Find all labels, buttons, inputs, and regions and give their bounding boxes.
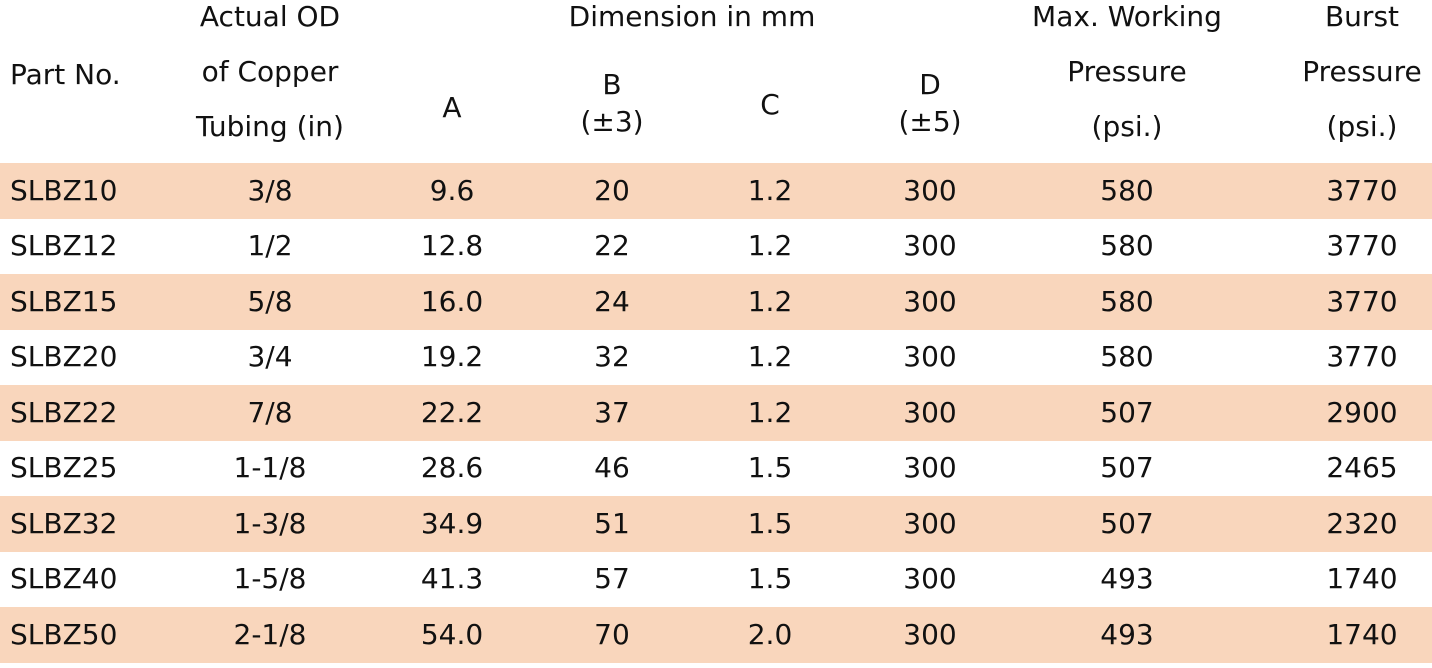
table-row — [0, 440, 1432, 496]
table-cell: 1.2 — [747, 284, 793, 318]
header-cell: D — [919, 68, 941, 101]
table-cell: 19.2 — [420, 340, 484, 374]
table-cell: 46 — [594, 451, 630, 485]
table-cell: 28.6 — [420, 451, 484, 485]
table-cell: 7/8 — [247, 395, 293, 429]
table-cell: 51 — [594, 506, 630, 540]
table-cell: 300 — [903, 229, 957, 263]
table-cell: SLBZ25 — [10, 451, 118, 485]
table-cell: 37 — [594, 395, 630, 429]
table-cell: 580 — [1100, 340, 1154, 374]
header-cell: Tubing (in) — [196, 110, 344, 143]
table-cell: 1.5 — [747, 451, 793, 485]
table-row — [0, 385, 1432, 441]
table-cell: 24 — [594, 284, 630, 318]
header-cell: Burst — [1324, 0, 1400, 33]
table-cell: 300 — [903, 340, 957, 374]
table-cell: 580 — [1100, 173, 1154, 207]
header-cell: Pressure — [1302, 55, 1422, 88]
table-cell: 1/2 — [247, 229, 293, 263]
table-row — [0, 163, 1432, 219]
header-cell: Max. Working — [1032, 0, 1222, 33]
table-cell: 2900 — [1326, 395, 1398, 429]
header-cell: Dimension in mm — [568, 0, 816, 33]
table-cell: 2.0 — [747, 617, 793, 651]
header-cell: Actual OD — [199, 0, 341, 33]
header-cell: (psi.) — [1091, 110, 1163, 143]
table-row — [0, 329, 1432, 385]
table-cell: 34.9 — [420, 506, 484, 540]
table-cell: 3770 — [1326, 340, 1398, 374]
table-cell: 3770 — [1326, 284, 1398, 318]
table-cell: SLBZ40 — [10, 562, 118, 596]
table-cell: 493 — [1100, 562, 1154, 596]
table-cell: 22.2 — [420, 395, 484, 429]
table-cell: 22 — [594, 229, 630, 263]
header-cell: B — [602, 68, 622, 101]
header-cell: (±5) — [898, 105, 962, 138]
table-cell: 580 — [1100, 229, 1154, 263]
table-cell: 493 — [1100, 617, 1154, 651]
table-cell: 300 — [903, 617, 957, 651]
table-cell: 3/4 — [247, 340, 293, 374]
table-cell: 1-5/8 — [233, 562, 307, 596]
table-cell: 57 — [594, 562, 630, 596]
header-cell: C — [760, 88, 780, 121]
table-row — [0, 218, 1432, 274]
table-cell: SLBZ12 — [10, 229, 118, 263]
table-cell: 1-1/8 — [233, 451, 307, 485]
table-cell: 507 — [1100, 451, 1154, 485]
table-row — [0, 274, 1432, 330]
table-cell: 507 — [1100, 506, 1154, 540]
table-row — [0, 551, 1432, 607]
header-cell: (±3) — [580, 105, 644, 138]
table-cell: 300 — [903, 451, 957, 485]
table-cell: 1.5 — [747, 506, 793, 540]
table-cell: 3770 — [1326, 229, 1398, 263]
header-cell: Part No. — [10, 58, 121, 91]
table-cell: 300 — [903, 284, 957, 318]
table-row — [0, 496, 1432, 552]
table-cell: 16.0 — [420, 284, 484, 318]
table-cell: SLBZ50 — [10, 617, 118, 651]
table-cell: 41.3 — [420, 562, 484, 596]
table-cell: 300 — [903, 506, 957, 540]
table-cell: 300 — [903, 395, 957, 429]
table-cell: 2465 — [1326, 451, 1398, 485]
table-cell: 1740 — [1326, 562, 1398, 596]
table-cell: SLBZ20 — [10, 340, 118, 374]
table-cell: SLBZ10 — [10, 173, 118, 207]
table-cell: 32 — [594, 340, 630, 374]
table-cell: 1740 — [1326, 617, 1398, 651]
table-cell: 9.6 — [429, 173, 475, 207]
header-cell: A — [442, 91, 462, 124]
table-cell: 300 — [903, 562, 957, 596]
table-cell: 1.2 — [747, 229, 793, 263]
table-cell: 20 — [594, 173, 630, 207]
table-cell: 1-3/8 — [233, 506, 307, 540]
table-cell: 1.2 — [747, 395, 793, 429]
table-cell: 1.5 — [747, 562, 793, 596]
table-cell: 54.0 — [420, 617, 484, 651]
table-cell: 5/8 — [247, 284, 293, 318]
table-cell: 12.8 — [420, 229, 484, 263]
table-cell: SLBZ15 — [10, 284, 118, 318]
table-cell: 3/8 — [247, 173, 293, 207]
table-row — [0, 607, 1432, 663]
table-cell: 3770 — [1326, 173, 1398, 207]
table-cell: 1.2 — [747, 340, 793, 374]
header-cell: (psi.) — [1326, 110, 1398, 143]
table-cell: 580 — [1100, 284, 1154, 318]
table-cell: SLBZ32 — [10, 506, 118, 540]
table-cell: 300 — [903, 173, 957, 207]
header-cell: of Copper — [201, 55, 339, 88]
table-cell: SLBZ22 — [10, 395, 118, 429]
table-cell: 507 — [1100, 395, 1154, 429]
table-cell: 1.2 — [747, 173, 793, 207]
table-cell: 2-1/8 — [233, 617, 307, 651]
table-cell: 2320 — [1326, 506, 1398, 540]
table-cell: 70 — [594, 617, 630, 651]
header-cell: Pressure — [1067, 55, 1187, 88]
